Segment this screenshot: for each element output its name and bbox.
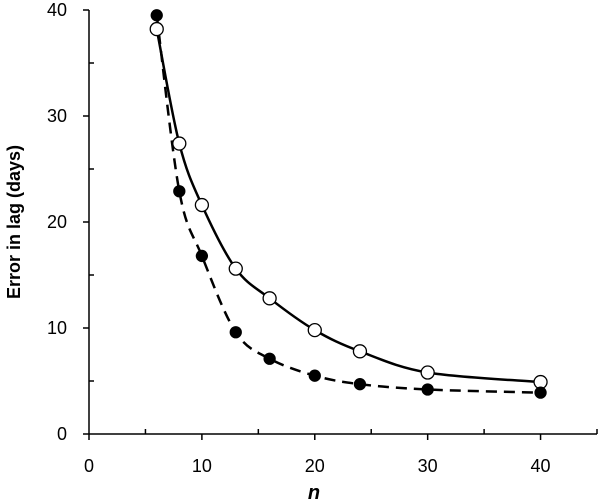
open-point	[228, 261, 243, 276]
open-point	[149, 21, 164, 37]
x-tick-label: 40	[531, 456, 551, 476]
x-tick-label: 0	[84, 456, 94, 476]
open-point	[194, 197, 210, 213]
filled-point	[195, 249, 209, 263]
y-tick-label: 0	[57, 424, 67, 444]
y-tick-label: 30	[47, 106, 67, 126]
filled-point	[229, 326, 242, 339]
open-point	[172, 136, 187, 151]
filled-point	[534, 386, 547, 399]
ticks	[83, 9, 598, 440]
open-point	[262, 291, 277, 306]
filled-point	[353, 378, 367, 391]
x-tick-label: 30	[418, 456, 438, 476]
series-lines	[155, 15, 541, 394]
data-points	[149, 9, 548, 399]
open-point	[352, 344, 368, 359]
filled-point	[173, 185, 186, 198]
open-point	[420, 365, 435, 380]
series-line-solid	[155, 28, 541, 384]
y-tick-label: 20	[47, 212, 67, 232]
filled-point	[263, 352, 276, 365]
y-tick-label: 10	[47, 318, 67, 338]
filled-point	[308, 369, 321, 382]
y-tick-label: 40	[47, 0, 67, 20]
tick-labels: 0 10 20 30 40 0 10 20 30 40	[47, 0, 551, 476]
x-tick-label: 20	[305, 456, 325, 476]
open-point	[307, 322, 322, 338]
x-axis-title: n	[308, 482, 320, 503]
y-axis-title: Error in lag (days)	[4, 145, 24, 299]
filled-point	[421, 383, 434, 396]
x-tick-label: 10	[192, 456, 212, 476]
filled-point	[150, 9, 163, 22]
series-line-dashed	[155, 15, 541, 394]
